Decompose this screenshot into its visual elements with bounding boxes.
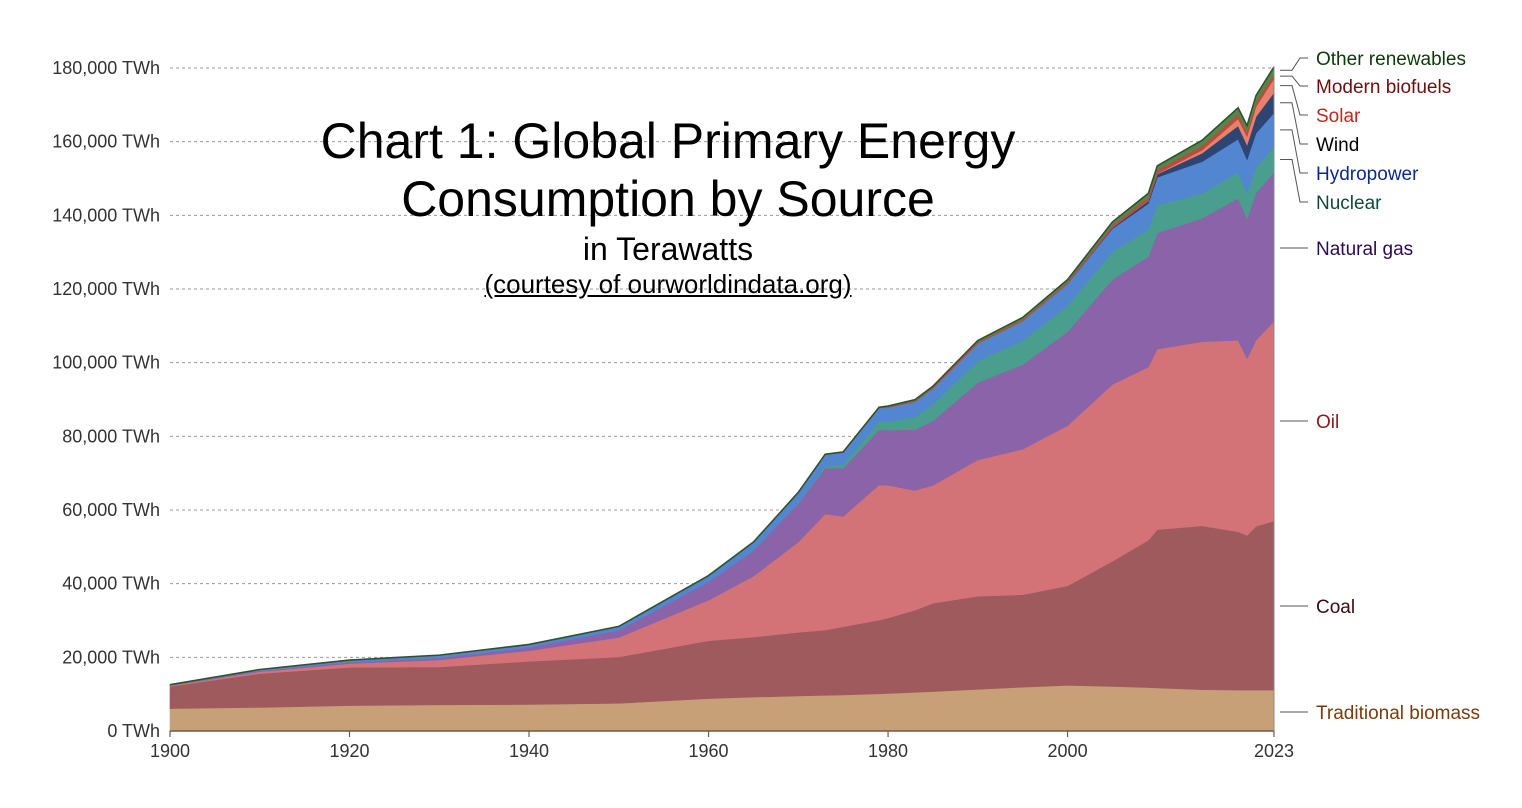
y-tick-label: 120,000 TWh bbox=[52, 279, 160, 299]
legend-label-hydropower: Hydropower bbox=[1316, 164, 1419, 185]
x-tick-label: 1920 bbox=[329, 741, 369, 761]
y-tick-label: 40,000 TWh bbox=[62, 574, 160, 594]
legend-label-wind: Wind bbox=[1316, 135, 1359, 156]
y-tick-labels: 0 TWh 20,000 TWh 40,000 TWh 60,000 TWh 80,00… bbox=[52, 58, 160, 741]
legend-label-coal: Coal bbox=[1316, 597, 1355, 618]
chart-title-block: Chart 1: Global Primary Energy Consumpti… bbox=[268, 112, 1068, 300]
chart-title: Chart 1: Global Primary Energy Consumpti… bbox=[320, 113, 1016, 227]
total-outline bbox=[169, 66, 1275, 686]
axes bbox=[170, 66, 1275, 732]
y-tick-label: 20,000 TWh bbox=[62, 647, 160, 667]
y-tick-label: 180,000 TWh bbox=[52, 58, 160, 78]
legend-leader bbox=[1280, 102, 1308, 145]
legend-label-solar: Solar bbox=[1316, 106, 1361, 127]
y-tick-label: 80,000 TWh bbox=[62, 426, 160, 446]
x-tick-label: 1900 bbox=[150, 741, 190, 761]
x-tick-label: 1960 bbox=[689, 741, 729, 761]
y-tick-label: 0 TWh bbox=[107, 721, 160, 741]
x-tick-labels: 1900 1920 1940 1960 1980 2000 2023 bbox=[150, 731, 1294, 761]
x-tick-label: 2000 bbox=[1048, 741, 1088, 761]
y-tick-label: 100,000 TWh bbox=[52, 353, 160, 373]
legend-leader bbox=[1280, 85, 1308, 116]
legend-label-other-renewables: Other renewables bbox=[1316, 49, 1466, 70]
x-tick-label: 1980 bbox=[868, 741, 908, 761]
legend-label-modern-biofuels: Modern biofuels bbox=[1316, 77, 1451, 98]
y-tick-label: 60,000 TWh bbox=[62, 500, 160, 520]
legend-label-nuclear: Nuclear bbox=[1316, 193, 1382, 214]
legend-leader bbox=[1280, 159, 1308, 203]
x-tick-label: 1940 bbox=[509, 741, 549, 761]
series-legend: Traditional biomass Coal Oil Natural gas Nuc… bbox=[1280, 49, 1480, 724]
y-tick-label: 160,000 TWh bbox=[52, 132, 160, 152]
legend-leader bbox=[1280, 57, 1308, 71]
legend-label-traditional-biomass: Traditional biomass bbox=[1316, 703, 1480, 724]
legend-leader bbox=[1280, 129, 1308, 174]
x-tick-label: 2023 bbox=[1254, 741, 1294, 761]
legend-leader bbox=[1280, 75, 1308, 87]
stacked-areas bbox=[169, 65, 1275, 732]
legend-label-natural-gas: Natural gas bbox=[1316, 239, 1413, 260]
chart-subtitle: in Terawatts bbox=[582, 231, 754, 267]
y-tick-label: 140,000 TWh bbox=[52, 205, 160, 225]
chart-credit-link[interactable]: (courtesy of ourworldindata.org) bbox=[484, 269, 852, 299]
legend-label-oil: Oil bbox=[1316, 412, 1339, 433]
